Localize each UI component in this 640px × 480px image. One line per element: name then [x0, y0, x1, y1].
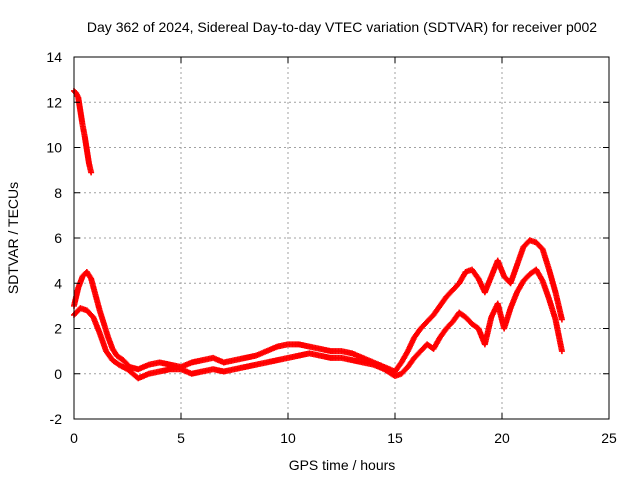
y-tick-label: 2	[54, 321, 62, 337]
series-upper-band	[71, 237, 565, 375]
y-tick-label: 12	[46, 94, 62, 110]
chart-title: Day 362 of 2024, Sidereal Day-to-day VTE…	[87, 19, 597, 35]
y-tick-label: 4	[54, 275, 62, 291]
data-point	[88, 169, 95, 176]
data-point	[558, 348, 565, 355]
y-tick-label: 8	[54, 185, 62, 201]
x-tick-label: 20	[494, 430, 510, 446]
y-tick-label: 14	[46, 49, 62, 65]
data-point	[558, 316, 565, 323]
x-tick-label: 25	[601, 430, 617, 446]
y-tick-label: 6	[54, 230, 62, 246]
series-lower-band	[71, 266, 565, 382]
x-axis-label: GPS time / hours	[289, 457, 396, 473]
x-tick-label: 10	[280, 430, 296, 446]
x-tick-label: 15	[387, 430, 403, 446]
y-tick-label: 10	[46, 140, 62, 156]
y-axis-label: SDTVAR / TECUs	[5, 182, 21, 294]
y-tick-label: 0	[54, 366, 62, 382]
x-tick-label: 0	[70, 430, 78, 446]
x-tick-label: 5	[177, 430, 185, 446]
data-marks	[71, 87, 565, 382]
tick-layer: 0 5 10 15 20 25 -2 0 2 4 6 8 10 12 14	[46, 49, 617, 446]
y-tick-label: -2	[50, 411, 63, 427]
